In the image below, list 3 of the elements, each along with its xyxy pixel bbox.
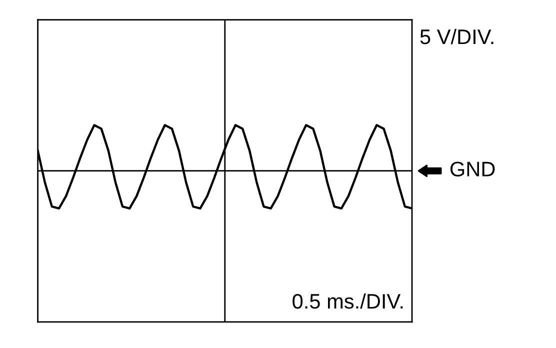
ref-line-label: GND — [450, 162, 495, 176]
text: 5 V/DIV. — [420, 28, 494, 44]
text: 0.5 ms./DIV. — [292, 293, 403, 309]
